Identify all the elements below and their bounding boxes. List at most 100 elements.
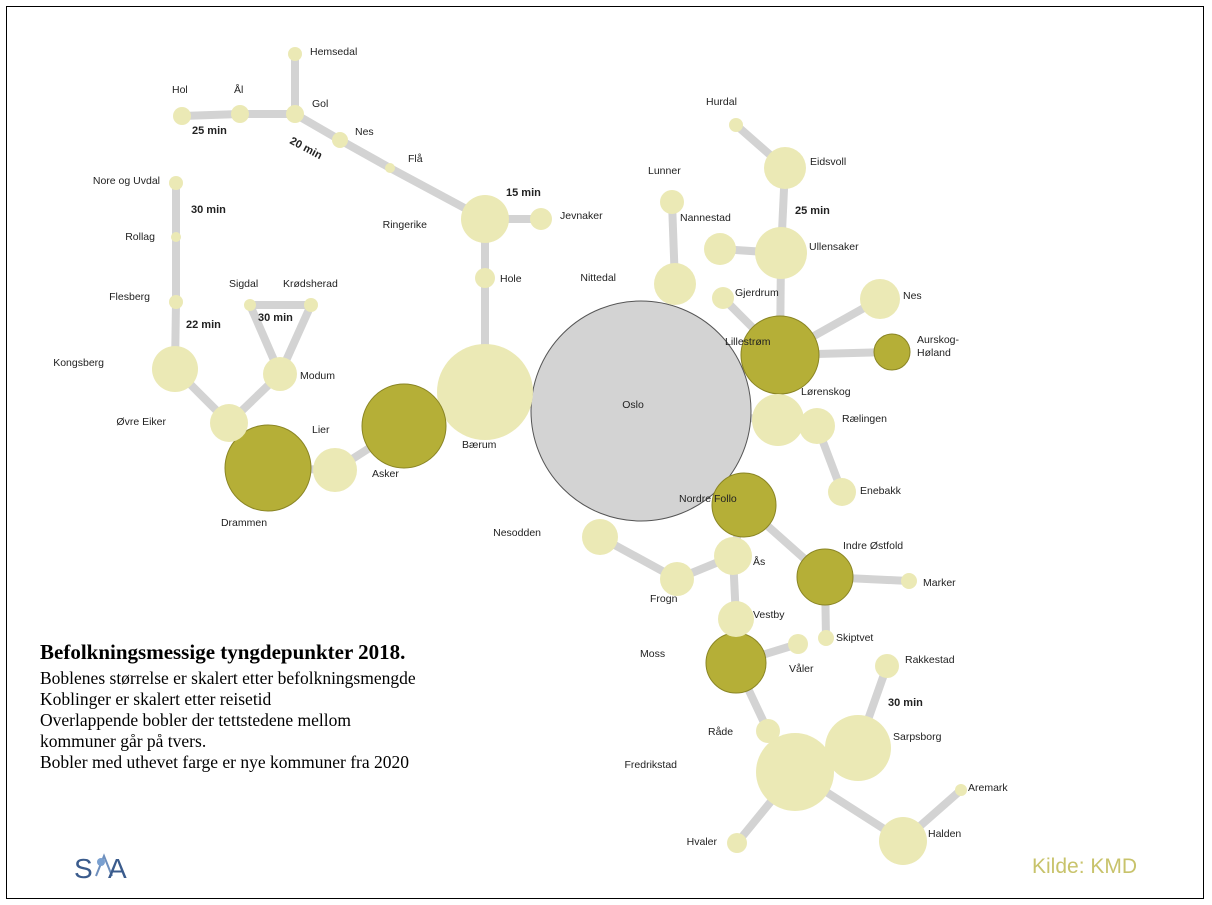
caption-line-5: Bobler med uthevet farge er nye kommuner… [40, 752, 409, 772]
label-lørenskog-32: Lørenskog [801, 386, 851, 398]
label-hurdal-25: Hurdal [706, 96, 737, 108]
label-skiptvet-42: Skiptvet [836, 632, 873, 644]
travel-time-label-4: 22 min [186, 319, 221, 331]
label-ringerike-6: Ringerike [383, 219, 428, 231]
edge-nes-flå [336, 136, 394, 172]
bubble-gjerdrum-28 [712, 287, 734, 309]
bubble-hol-1 [173, 107, 191, 125]
bubble-lørenskog-32 [752, 394, 804, 446]
bubble-hvaler-51 [727, 833, 747, 853]
bubble-flesberg-13 [169, 295, 183, 309]
label-modum-19: Modum [300, 370, 335, 382]
label-hol-1: Hol [172, 84, 188, 96]
label-ås-37: Ås [753, 555, 765, 568]
caption: Befolkningsmessige tyngdepunkter 2018. B… [40, 640, 560, 773]
label-nore-og-uvdal-11: Nore og Uvdal [93, 175, 160, 187]
bubble-vestby-39 [718, 601, 754, 637]
caption-title: Befolkningsmessige tyngdepunkter 2018. [40, 640, 406, 664]
label-marker-41: Marker [923, 577, 956, 589]
label-rakkestad-45: Rakkestad [905, 654, 955, 666]
label-flå-5: Flå [408, 153, 423, 165]
bubble-asker-21 [361, 383, 447, 469]
label-fredrikstad-48: Fredrikstad [624, 759, 677, 771]
label-råde-46: Råde [708, 726, 733, 738]
bubble-sigdal-17 [244, 299, 256, 311]
label-nes-29: Nes [903, 290, 922, 302]
label-frogn-38: Frogn [650, 593, 678, 605]
bubble-rakkestad-45 [875, 654, 899, 678]
label-flesberg-13: Flesberg [109, 291, 150, 303]
label-indre-østfold-40: Indre Østfold [843, 540, 903, 552]
label-rollag-12: Rollag [125, 231, 155, 243]
bubble-hurdal-25 [729, 118, 743, 132]
label-rælingen-33: Rælingen [842, 413, 887, 425]
label-krødsherad-18: Krødsherad [283, 278, 338, 290]
bubble-lier-20 [313, 448, 357, 492]
label-enebakk-34: Enebakk [860, 485, 902, 497]
bubble-fredrikstad-48 [756, 733, 834, 811]
travel-time-label-0: 25 min [192, 125, 227, 137]
label-jevnaker-7: Jevnaker [560, 210, 603, 222]
label-asker-21: Asker [372, 468, 399, 480]
label-halden-50: Halden [928, 828, 961, 840]
label-hole-8: Hole [500, 273, 522, 285]
bubble-lillestrøm-30 [740, 315, 820, 395]
label-lier-20: Lier [312, 424, 330, 436]
bubble-øvre-eiker-15 [210, 404, 248, 442]
bubble-marker-41 [901, 573, 917, 589]
bubble-nes-29 [860, 279, 900, 319]
bubble-indre-østfold-40 [796, 548, 854, 606]
label-eidsvoll-26: Eidsvoll [810, 156, 846, 168]
label-lillestrøm-30: Lillestrøm [725, 336, 771, 348]
bubble-jevnaker-7 [530, 208, 552, 230]
source-label: Kilde: KMD [1032, 855, 1138, 878]
label-aurskog-høland-31: Aurskog-Høland [917, 334, 960, 359]
label-hemsedal-0: Hemsedal [310, 46, 357, 58]
caption-line-2: Koblinger er skalert etter reisetid [40, 689, 272, 709]
label-lunner-22: Lunner [648, 165, 681, 177]
travel-time-label-3: 30 min [191, 204, 226, 216]
label-moss-43: Moss [640, 648, 665, 660]
bubble-gol-3 [286, 105, 304, 123]
edge-labels-layer: 25 min 20 min 15 min 30 min 22 min 30 min 25 m… [186, 125, 923, 709]
label-nannestad-23: Nannestad [680, 212, 731, 224]
node-labels-layer: Hemsedal Hol Ål Gol Nes Flå Ringerike Jevnaker H… [53, 46, 1008, 848]
nodes-layer [152, 47, 967, 865]
caption-line-4: kommuner går på tvers. [40, 731, 207, 751]
label-vestby-39: Vestby [753, 609, 785, 621]
svg-text:A: A [108, 853, 127, 884]
bubble-krødsherad-18 [304, 298, 318, 312]
travel-time-label-5: 30 min [258, 312, 293, 324]
label-sarpsborg-47: Sarpsborg [893, 731, 942, 743]
travel-time-label-1: 20 min [288, 135, 325, 162]
bubble-nordre-follo-35 [711, 472, 777, 538]
bubble-oslo-10 [530, 300, 752, 522]
bubble-rælingen-33 [799, 408, 835, 444]
label-nes-4: Nes [355, 126, 374, 138]
bubble-eidsvoll-26 [764, 147, 806, 189]
label-aremark-49: Aremark [968, 782, 1008, 794]
bubble-flå-5 [385, 163, 395, 173]
bubble-nittedal-24 [654, 263, 696, 305]
caption-line-1: Boblenes størrelse er skalert etter befo… [40, 668, 416, 688]
bubble-nesodden-36 [582, 519, 618, 555]
bubble-nore-og-uvdal-11 [169, 176, 183, 190]
bubble-ringerike-6 [461, 195, 509, 243]
label-gol-3: Gol [312, 98, 328, 110]
bubble-nannestad-23 [704, 233, 736, 265]
bubble-modum-19 [263, 357, 297, 391]
bubble-hemsedal-0 [288, 47, 302, 61]
bubble-enebakk-34 [828, 478, 856, 506]
label-bærum-9: Bærum [462, 439, 497, 451]
label-drammen-16: Drammen [221, 517, 267, 529]
bubble-ullensaker-27 [755, 227, 807, 279]
bubble-drammen-16 [224, 424, 312, 512]
label-gjerdrum-28: Gjerdrum [735, 287, 779, 299]
bubble-kongsberg-14 [152, 346, 198, 392]
bubble-aurskog-høland-31 [873, 333, 911, 371]
label-ål-2: Ål [234, 83, 243, 96]
label-nesodden-36: Nesodden [493, 527, 541, 539]
label-våler-44: Våler [789, 663, 814, 675]
label-oslo-10: Oslo [622, 399, 644, 411]
